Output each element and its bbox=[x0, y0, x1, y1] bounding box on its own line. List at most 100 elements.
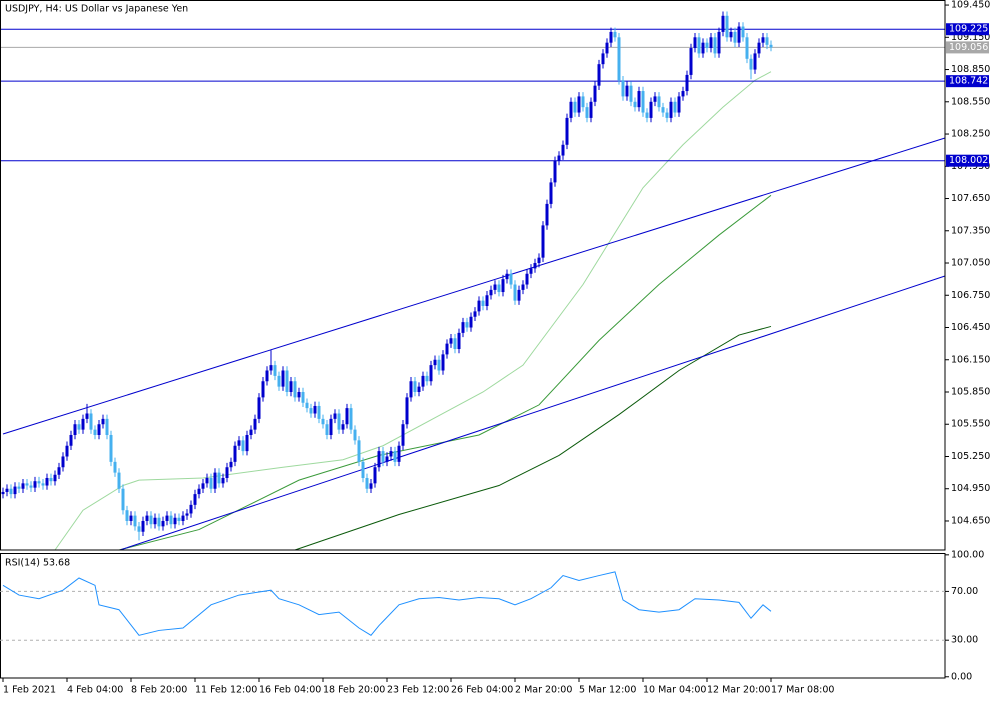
candle-body bbox=[337, 413, 341, 430]
candle-body bbox=[433, 359, 437, 366]
candle-body bbox=[193, 494, 197, 505]
candle-body bbox=[145, 515, 149, 521]
candle-body bbox=[105, 418, 109, 435]
candle-body bbox=[341, 424, 345, 430]
candle-body bbox=[229, 461, 233, 468]
candle-body bbox=[297, 391, 301, 398]
candle-body bbox=[317, 405, 321, 419]
candle-body bbox=[453, 338, 457, 350]
candle-body bbox=[241, 440, 245, 452]
candle-body bbox=[221, 477, 225, 484]
x-tick-label: 4 Feb 04:00 bbox=[67, 685, 123, 696]
candle-body bbox=[281, 370, 285, 387]
candle-body bbox=[429, 365, 433, 382]
candle-body bbox=[757, 42, 761, 54]
candle-body bbox=[405, 397, 409, 425]
candle-body bbox=[473, 311, 477, 317]
candle-body bbox=[409, 381, 413, 398]
candle-body bbox=[169, 515, 173, 525]
candle-body bbox=[345, 408, 349, 425]
main-panel bbox=[0, 11, 946, 551]
candle-body bbox=[301, 391, 305, 403]
candle-body bbox=[725, 15, 729, 38]
candle-body bbox=[401, 424, 405, 446]
candle-body bbox=[41, 483, 45, 486]
candle-body bbox=[97, 424, 101, 435]
candle-body bbox=[565, 117, 569, 145]
trend-line bbox=[119, 275, 946, 551]
candle-body bbox=[469, 316, 473, 328]
candle-body bbox=[305, 402, 309, 409]
candle-body bbox=[525, 273, 529, 285]
candle-body bbox=[657, 96, 661, 108]
candle-body bbox=[13, 486, 17, 495]
candle-body bbox=[181, 515, 185, 521]
y-tick-label: 107.350 bbox=[951, 225, 990, 236]
candle-body bbox=[425, 375, 429, 382]
candle-body bbox=[173, 517, 177, 525]
y-tick-label: 109.150 bbox=[951, 32, 990, 43]
candle-body bbox=[509, 273, 513, 285]
candle-body bbox=[713, 37, 717, 54]
x-tick-label: 23 Feb 12:00 bbox=[387, 685, 449, 696]
level-label-bg bbox=[946, 23, 989, 36]
level-label: 109.225 bbox=[949, 24, 988, 35]
candle-body bbox=[737, 26, 741, 43]
candle-body bbox=[29, 485, 33, 488]
level-label-bg bbox=[946, 75, 989, 88]
candle-body bbox=[69, 434, 73, 446]
candle-body bbox=[201, 483, 205, 489]
level-label: 109.056 bbox=[949, 42, 988, 53]
candle-body bbox=[189, 504, 193, 514]
candle-body bbox=[313, 405, 317, 414]
y-tick-label: 107.650 bbox=[951, 193, 990, 204]
candle-body bbox=[673, 101, 677, 113]
candle-body bbox=[57, 467, 61, 475]
candle-body bbox=[213, 472, 217, 489]
candle-body bbox=[373, 467, 377, 484]
candle-body bbox=[349, 408, 353, 430]
candle-body bbox=[81, 418, 85, 430]
candle-body bbox=[637, 91, 641, 108]
candle-body bbox=[65, 445, 69, 457]
candle-body bbox=[477, 300, 481, 312]
candle-body bbox=[661, 107, 665, 113]
candle-body bbox=[649, 101, 653, 118]
candle-body bbox=[493, 284, 497, 290]
candle-body bbox=[769, 44, 773, 48]
candle-body bbox=[485, 295, 489, 307]
candle-body bbox=[329, 418, 333, 435]
candle-body bbox=[697, 37, 701, 54]
candle-body bbox=[753, 53, 757, 70]
candle-body bbox=[689, 48, 693, 75]
candle-body bbox=[569, 101, 573, 118]
candle-body bbox=[581, 96, 585, 108]
x-tick-label: 5 Mar 12:00 bbox=[579, 685, 636, 696]
candle-body bbox=[217, 472, 221, 484]
candle-body bbox=[457, 332, 461, 350]
candle-body bbox=[749, 58, 753, 70]
candle-body bbox=[397, 445, 401, 462]
candle-body bbox=[505, 273, 509, 280]
y-tick-label: 105.550 bbox=[951, 419, 990, 430]
y-tick-label: 108.850 bbox=[951, 64, 990, 75]
candle-body bbox=[21, 483, 25, 489]
candle-body bbox=[701, 42, 705, 54]
candle-body bbox=[729, 31, 733, 38]
candle-body bbox=[417, 386, 421, 392]
candle-body bbox=[573, 101, 577, 113]
y-tick-label: 104.950 bbox=[951, 483, 990, 494]
candle-body bbox=[629, 85, 633, 102]
candle-body bbox=[685, 74, 689, 92]
rsi-y-tick-label: 30.00 bbox=[951, 635, 978, 646]
candle-body bbox=[333, 413, 337, 419]
candle-body bbox=[541, 225, 545, 258]
candle-body bbox=[681, 91, 685, 97]
candle-body bbox=[365, 477, 369, 489]
y-tick-label: 106.450 bbox=[951, 322, 990, 333]
trend-line bbox=[2, 137, 946, 435]
candle-body bbox=[645, 112, 649, 118]
candle-body bbox=[309, 408, 313, 414]
